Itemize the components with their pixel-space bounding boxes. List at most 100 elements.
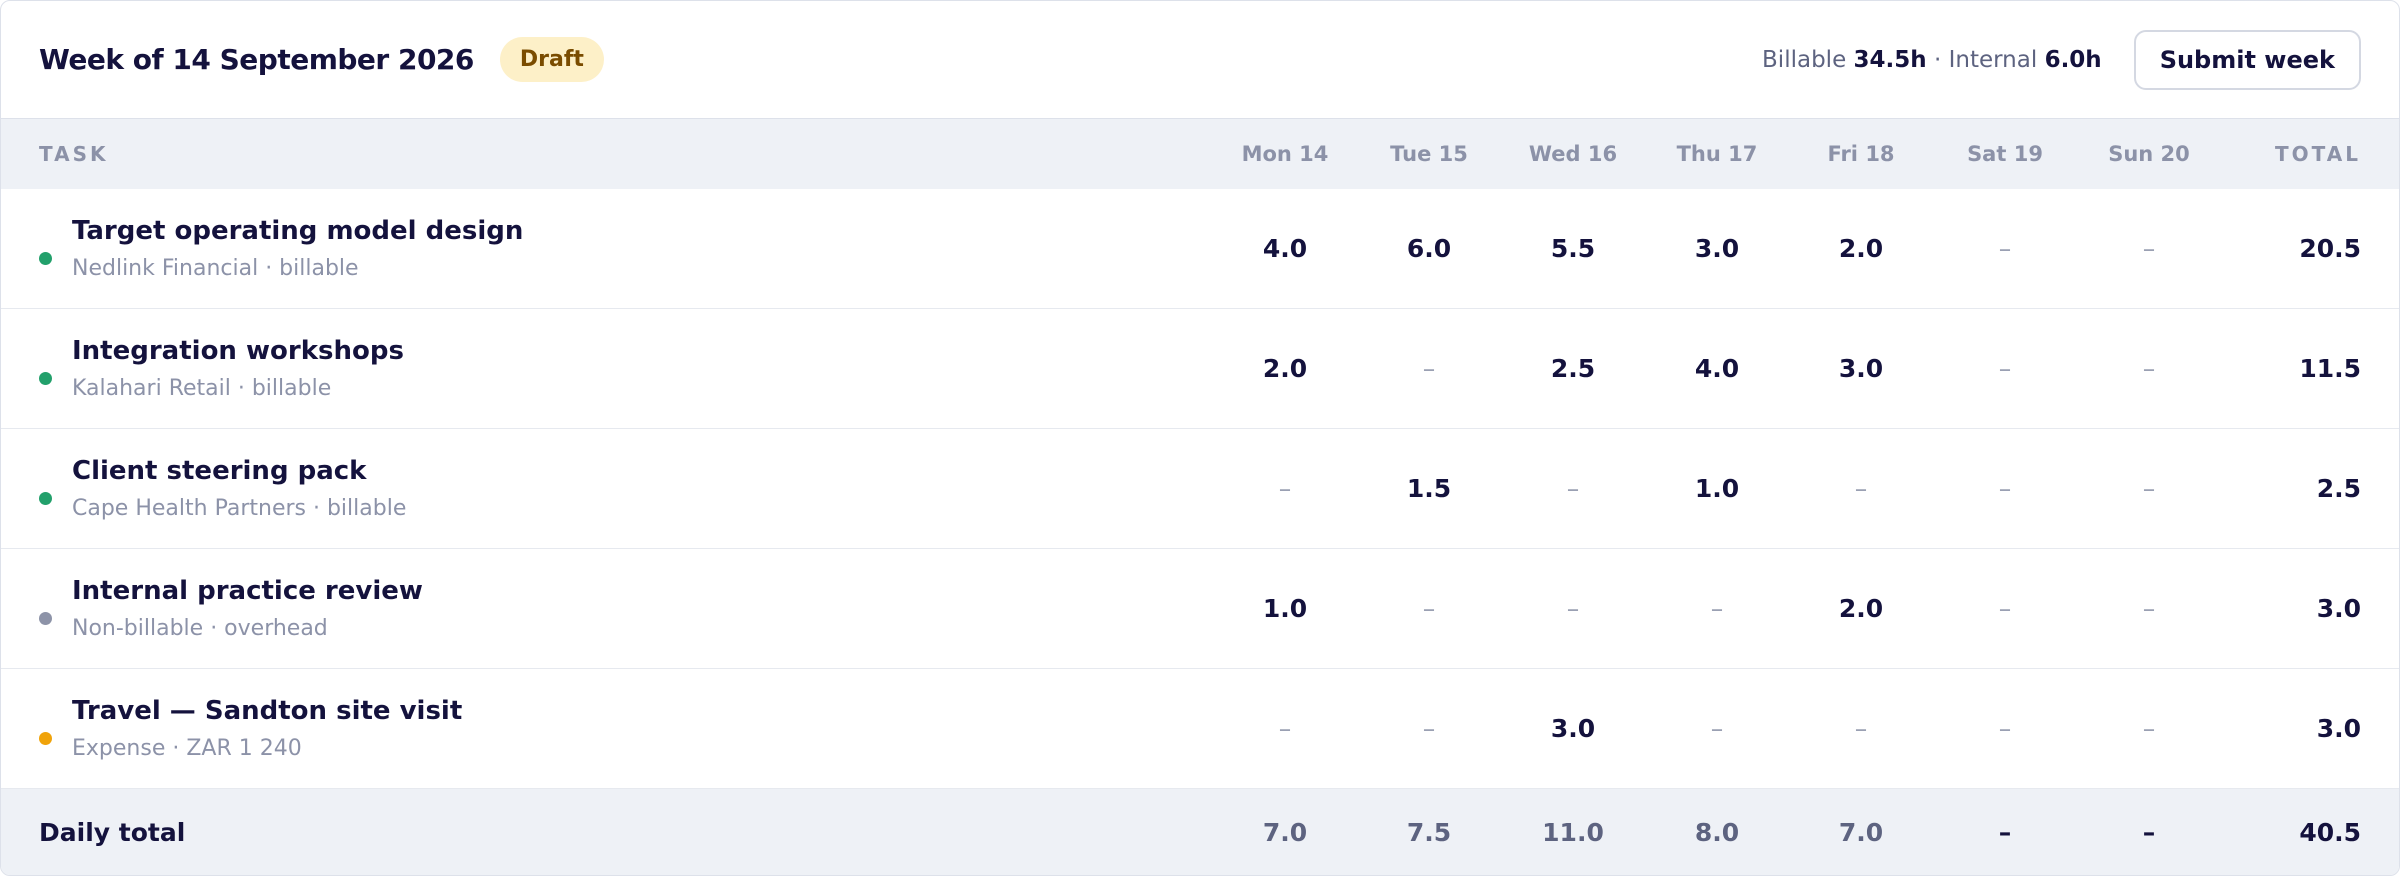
hours-cell: 3.0 [1694, 234, 1740, 263]
task-name: Client steering pack [72, 456, 367, 486]
task-detail: Nedlink Financial · billable [72, 256, 359, 281]
task-cell: Integration workshops Kalahari Retail · b… [39, 336, 1213, 401]
column-label: TOTAL [2275, 142, 2361, 166]
separator: · [1933, 46, 1942, 73]
hours-cell: 1.5 [1406, 474, 1452, 503]
task-row[interactable]: Internal practice review Non-billable · o… [1, 549, 2399, 669]
task-row[interactable]: Travel — Sandton site visit Expense · ZAR… [1, 669, 2399, 789]
column-label: Mon 14 [1241, 142, 1329, 166]
task-row[interactable]: Integration workshops Kalahari Retail · b… [1, 309, 2399, 429]
hours-cell: – [2142, 714, 2156, 743]
hours-cell: 1.0 [1694, 474, 1740, 503]
hours-cell: – [1566, 474, 1580, 503]
hours-cell: – [1854, 474, 1868, 503]
label: Billable [1762, 46, 1847, 73]
daily-total: – [1998, 817, 2012, 847]
hours-cell: – [2142, 354, 2156, 383]
task-text: Target operating model design Nedlink Fin… [72, 216, 523, 281]
value: 6.0h [2044, 46, 2102, 73]
hours-cell: – [1998, 354, 2012, 383]
footer-label: Daily total [39, 817, 186, 847]
table: TASK Mon 14 Tue 15 Wed 16 Thu 17 Fri 18 Sat 19… [1, 119, 2399, 875]
hours-cell: 2.0 [1838, 594, 1884, 623]
week-total: 40.5 [2299, 817, 2361, 847]
hours-cell: – [1422, 354, 1436, 383]
hours-cell: 3.0 [1550, 714, 1596, 743]
value: 34.5h [1853, 46, 1927, 73]
status-badge: Draft [499, 37, 604, 82]
hours-cell: – [1710, 594, 1724, 623]
column-label: Wed 16 [1528, 142, 1618, 166]
hours-cell: 1.0 [1262, 594, 1308, 623]
column-label: TASK [39, 142, 109, 166]
status-dot [39, 492, 52, 505]
row-total: 2.5 [2316, 474, 2361, 503]
hours-cell: – [2142, 234, 2156, 263]
hours-cell: – [1998, 474, 2012, 503]
column-label: Fri 18 [1827, 142, 1895, 166]
hours-cell: – [1566, 594, 1580, 623]
task-detail: Cape Health Partners · billable [72, 496, 407, 521]
hours-cell: 4.0 [1262, 234, 1308, 263]
hours-cell: 2.0 [1838, 234, 1884, 263]
task-name: Travel — Sandton site visit [72, 696, 463, 726]
footer-row: Daily total 7.0 7.5 11.0 8.0 7.0 – – 40.5 [1, 789, 2399, 875]
hours-cell: – [2142, 594, 2156, 623]
hours-cell: 6.0 [1406, 234, 1452, 263]
status-dot [39, 732, 52, 745]
submit-button[interactable]: Submit week [2133, 29, 2361, 90]
hours-cell: 2.0 [1262, 354, 1308, 383]
header: Week of 14 September 2026 Draft Billable… [1, 1, 2399, 119]
daily-total: 8.0 [1694, 817, 1740, 847]
task-text: Integration workshops Kalahari Retail · b… [72, 336, 404, 401]
status-dot [39, 612, 52, 625]
hours-cell: – [1278, 474, 1292, 503]
column-label: Sun 20 [2108, 142, 2190, 166]
status-dot [39, 252, 52, 265]
task-cell: Internal practice review Non-billable · o… [39, 576, 1213, 641]
hours-cell: 2.5 [1550, 354, 1596, 383]
row-total: 3.0 [2316, 594, 2361, 623]
task-detail: Non-billable · overhead [72, 616, 328, 641]
task-text: Travel — Sandton site visit Expense · ZAR… [72, 696, 462, 761]
task-detail: Kalahari Retail · billable [72, 376, 332, 401]
hours-cell: – [1998, 234, 2012, 263]
hours-cell: – [1278, 714, 1292, 743]
row-total: 20.5 [2299, 234, 2361, 263]
task-name: Internal practice review [72, 576, 423, 606]
title: Week of 14 September 2026 [39, 43, 474, 76]
task-row[interactable]: Client steering pack Cape Health Partners… [1, 429, 2399, 549]
task-text: Client steering pack Cape Health Partners… [72, 456, 406, 521]
hours-cell: – [2142, 474, 2156, 503]
hours-cell: 4.0 [1694, 354, 1740, 383]
status-dot [39, 372, 52, 385]
task-cell: Client steering pack Cape Health Partners… [39, 456, 1213, 521]
hours-cell: – [1422, 714, 1436, 743]
column-label: Sat 19 [1967, 142, 2043, 166]
task-name: Integration workshops [72, 336, 404, 366]
task-name: Target operating model design [72, 216, 524, 246]
task-cell: Travel — Sandton site visit Expense · ZAR… [39, 696, 1213, 761]
hours-cell: – [1710, 714, 1724, 743]
hours-cell: – [1998, 594, 2012, 623]
hours-cell: – [1854, 714, 1868, 743]
daily-total: – [2142, 817, 2156, 847]
daily-total: 7.0 [1838, 817, 1884, 847]
hours-cell: 3.0 [1838, 354, 1884, 383]
row-total: 11.5 [2299, 354, 2361, 383]
row-total: 3.0 [2316, 714, 2361, 743]
hours-cell: – [1422, 594, 1436, 623]
label: Internal [1948, 46, 2038, 73]
daily-total: 7.5 [1406, 817, 1452, 847]
column-header: TASK Mon 14 Tue 15 Wed 16 Thu 17 Fri 18 Sat 19… [1, 119, 2399, 189]
column-label: Tue 15 [1390, 142, 1468, 166]
task-row[interactable]: Target operating model design Nedlink Fin… [1, 189, 2399, 309]
daily-total: 11.0 [1542, 817, 1604, 847]
task-cell: Target operating model design Nedlink Fin… [39, 216, 1213, 281]
hours-cell: – [1998, 714, 2012, 743]
column-label: Thu 17 [1676, 142, 1758, 166]
hours-cell: 5.5 [1550, 234, 1596, 263]
task-text: Internal practice review Non-billable · o… [72, 576, 423, 641]
task-detail: Expense · ZAR 1 240 [72, 736, 302, 761]
